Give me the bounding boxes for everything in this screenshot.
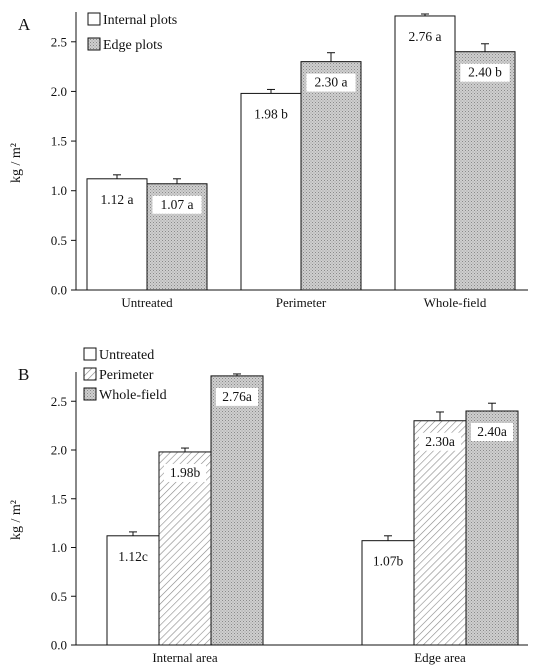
panel-label: B	[18, 365, 29, 384]
y-tick-label: 2.0	[51, 443, 67, 458]
data-label: 1.12c	[118, 549, 148, 564]
data-label-bg	[92, 190, 142, 209]
data-label: 1.07 a	[161, 197, 194, 212]
y-tick-label: 0.0	[51, 283, 67, 298]
legend-label: Internal plots	[103, 13, 177, 28]
bar	[413, 420, 467, 646]
y-tick-label: 1.0	[51, 540, 67, 555]
data-label-bg	[400, 27, 450, 46]
bar	[240, 92, 302, 291]
data-label-bg	[367, 552, 409, 571]
y-tick-label: 2.5	[51, 394, 67, 409]
data-label-bg	[246, 105, 296, 124]
legend-label: Untreated	[99, 348, 154, 363]
data-label-bg	[306, 73, 356, 92]
data-label-bg	[471, 423, 513, 441]
y-tick-label: 1.5	[51, 491, 67, 506]
legend-swatch	[83, 347, 97, 361]
data-label: 1.07b	[373, 554, 404, 569]
bar	[454, 51, 516, 291]
data-label: 1.12 a	[101, 192, 134, 207]
x-tick-label: Edge area	[414, 650, 466, 665]
panel-label: A	[18, 15, 31, 34]
legend-swatch	[83, 387, 97, 401]
y-tick-label: 2.5	[51, 34, 67, 49]
y-tick-label: 1.0	[51, 183, 67, 198]
bar	[394, 15, 456, 291]
legend-swatch	[87, 12, 101, 26]
data-label: 2.30a	[425, 434, 455, 449]
legend: Internal plots Edge plots	[87, 12, 177, 53]
x-tick-label: Untreated	[121, 295, 173, 310]
legend-label: Edge plots	[103, 38, 163, 53]
x-tick-label: Internal area	[152, 650, 218, 665]
legend-label: Perimeter	[99, 368, 154, 383]
y-tick-label: 1.5	[51, 134, 67, 149]
data-label: 2.40a	[477, 424, 507, 439]
data-label-bg	[216, 387, 258, 406]
y-tick-label: 0.0	[51, 638, 67, 653]
data-label: 2.30 a	[315, 75, 348, 90]
data-label-bg	[112, 547, 154, 566]
data-label: 2.40 b	[468, 65, 502, 80]
data-label: 1.98b	[170, 465, 201, 480]
data-label-bg	[419, 432, 461, 451]
data-label-bg	[164, 463, 206, 482]
data-label: 1.98 b	[254, 106, 288, 121]
legend-label: Whole-field	[99, 388, 167, 403]
bar	[158, 451, 212, 646]
data-label: 2.76a	[222, 389, 252, 404]
y-tick-label: 2.0	[51, 84, 67, 99]
x-tick-label: Perimeter	[276, 295, 327, 310]
data-label-bg	[460, 63, 510, 82]
y-tick-label: 0.5	[51, 589, 67, 604]
chart-panel-b: B 0.0 0.5 1.0 1.5 2.0 2.5 kg / m² 1.12c 1.98b 2.76…	[9, 347, 528, 665]
bar	[210, 375, 264, 646]
data-label-bg	[152, 195, 202, 214]
x-tick-label: Whole-field	[424, 295, 487, 310]
bar	[465, 410, 519, 646]
legend-swatch	[87, 37, 101, 51]
y-axis-label: kg / m²	[9, 143, 24, 183]
y-axis-label: kg / m²	[9, 500, 24, 540]
y-tick-label: 0.5	[51, 233, 67, 248]
chart-panel-a: A 0.0 0.5 1.0 1.5 2.0 2.5 kg / m² 1.12 a 1.07 a Un…	[9, 12, 528, 310]
legend: Untreated Perimeter Whole-field	[83, 347, 167, 403]
legend-swatch	[83, 367, 97, 381]
data-label: 2.76 a	[409, 29, 442, 44]
bar	[300, 61, 362, 291]
